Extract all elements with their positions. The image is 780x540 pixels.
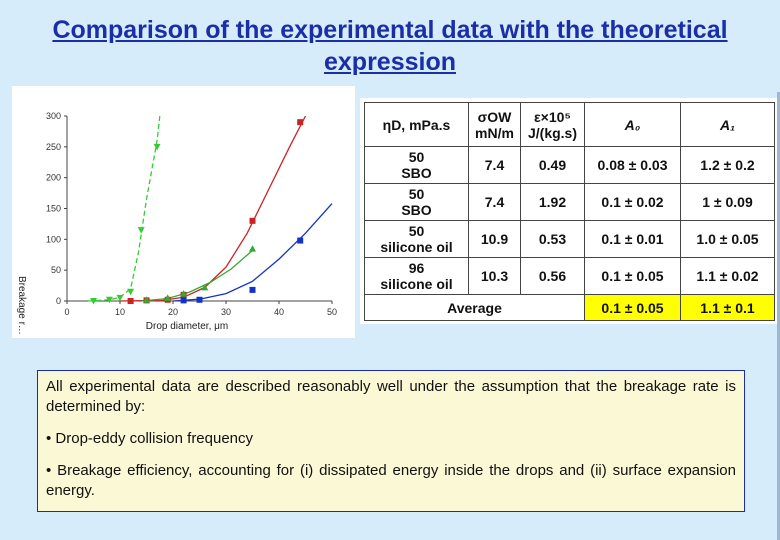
y-axis-label: Breakage r… (16, 276, 27, 335)
header-a0-label: A₀ (624, 116, 641, 133)
data-point (116, 294, 124, 302)
chart-svg: 0 10 20 30 40 50 0 50 100 150 200 250 300 Drop diame… (16, 111, 337, 335)
bullet-breakage-efficiency: • Breakage efficiency, accounting for (i… (46, 462, 736, 499)
data-point (180, 290, 188, 297)
slide-edge (777, 92, 780, 540)
y-tick-label: 250 (46, 142, 61, 152)
header-a0: A₀ (584, 102, 681, 147)
cell-a1: 1.2 ± 0.2 (680, 146, 775, 184)
y-tick-label: 0 (56, 296, 61, 306)
table-average-row: Average 0.1 ± 0.05 1.1 ± 0.1 (364, 294, 775, 321)
conclusion-intro: All experimental data are described reas… (46, 378, 736, 415)
cell-tension: 10.9 (468, 220, 521, 258)
header-a1: A₁ (680, 102, 775, 147)
cell-viscosity: 50 SBO (364, 146, 469, 184)
data-point (137, 227, 145, 234)
series-curve-2 (141, 249, 253, 302)
y-tick-label: 50 (51, 265, 61, 275)
x-tick-label: 50 (327, 307, 337, 317)
average-label: Average (364, 294, 585, 321)
cell-a1: 1.1 ± 0.02 (680, 257, 775, 295)
chart-curves (88, 115, 333, 302)
table-row: 50 SBO 7.4 0.49 0.08 ± 0.03 1.2 ± 0.2 (364, 146, 775, 184)
cell-tension: 7.4 (468, 183, 521, 221)
data-point (297, 237, 304, 244)
slide-title: Comparison of the experimental data with… (52, 16, 728, 76)
x-tick-label: 30 (221, 307, 231, 317)
series-curve-0 (88, 115, 161, 302)
data-point (164, 294, 172, 301)
data-point (143, 296, 150, 303)
cell-epsilon: 0.49 (520, 146, 585, 184)
data-point (201, 283, 209, 291)
header-energy-dissipation: ε×10⁵ J/(kg.s) (520, 102, 585, 147)
conclusion-textbox: All experimental data are described reas… (37, 370, 745, 512)
data-point (127, 288, 135, 296)
chart-points (90, 119, 304, 305)
cell-epsilon: 1.92 (520, 183, 585, 221)
x-tick-label: 20 (168, 307, 178, 317)
data-point (249, 217, 256, 224)
chart-axes: 0 10 20 30 40 50 0 50 100 150 200 250 300 (46, 111, 337, 317)
parameter-table: ηD, mPa.s σOW mN/m ε×10⁵ J/(kg.s) A₀ A₁ … (364, 102, 775, 321)
parameter-table-panel: ηD, mPa.s σOW mN/m ε×10⁵ J/(kg.s) A₀ A₁ … (360, 98, 778, 324)
x-axis-label: Drop diameter, μm (146, 321, 228, 332)
cell-a1: 1.0 ± 0.05 (680, 220, 775, 258)
cell-tension: 10.3 (468, 257, 521, 295)
breakage-rate-chart: 0 10 20 30 40 50 0 50 100 150 200 250 300 Drop diame… (12, 86, 355, 338)
data-point (127, 298, 134, 304)
y-tick-label: 200 (46, 173, 61, 183)
data-point (90, 298, 97, 305)
table-row: 96 silicone oil 10.3 0.56 0.1 ± 0.05 1.1… (364, 257, 775, 295)
cell-a0: 0.1 ± 0.05 (584, 257, 681, 295)
cell-tension: 7.4 (468, 146, 521, 184)
data-point (249, 245, 256, 252)
bullet-collision-frequency: • Drop-eddy collision frequency (46, 430, 254, 447)
data-point (180, 297, 187, 304)
table-row: 50 silicone oil 10.9 0.53 0.1 ± 0.01 1.0… (364, 220, 775, 258)
y-tick-label: 150 (46, 204, 61, 214)
table-header-row: ηD, mPa.s σOW mN/m ε×10⁵ J/(kg.s) A₀ A₁ (364, 102, 775, 147)
cell-epsilon: 0.56 (520, 257, 585, 295)
y-tick-label: 300 (46, 111, 61, 121)
header-interfacial-tension: σOW mN/m (468, 102, 521, 147)
cell-viscosity: 50 SBO (364, 183, 469, 221)
x-tick-label: 40 (274, 307, 284, 317)
cell-a0: 0.08 ± 0.03 (584, 146, 681, 184)
average-a0: 0.1 ± 0.05 (584, 294, 681, 321)
header-viscosity: ηD, mPa.s (364, 102, 469, 147)
table-row: 50 SBO 7.4 1.92 0.1 ± 0.02 1 ± 0.09 (364, 183, 775, 221)
cell-a1: 1 ± 0.09 (680, 183, 775, 221)
cell-a0: 0.1 ± 0.01 (584, 220, 681, 258)
data-point (105, 296, 113, 304)
cell-viscosity: 50 silicone oil (364, 220, 469, 258)
data-point (249, 286, 256, 293)
cell-epsilon: 0.53 (520, 220, 585, 258)
x-tick-label: 10 (115, 307, 125, 317)
x-tick-label: 0 (64, 307, 69, 317)
data-point (153, 143, 161, 151)
data-point (297, 119, 304, 126)
cell-a0: 0.1 ± 0.02 (584, 183, 681, 221)
header-a1-label: A₁ (719, 116, 736, 133)
average-a1: 1.1 ± 0.1 (680, 294, 775, 321)
data-point (196, 296, 203, 303)
cell-viscosity: 96 silicone oil (364, 257, 469, 295)
y-tick-label: 100 (46, 234, 61, 244)
series-curve-1 (119, 115, 307, 302)
